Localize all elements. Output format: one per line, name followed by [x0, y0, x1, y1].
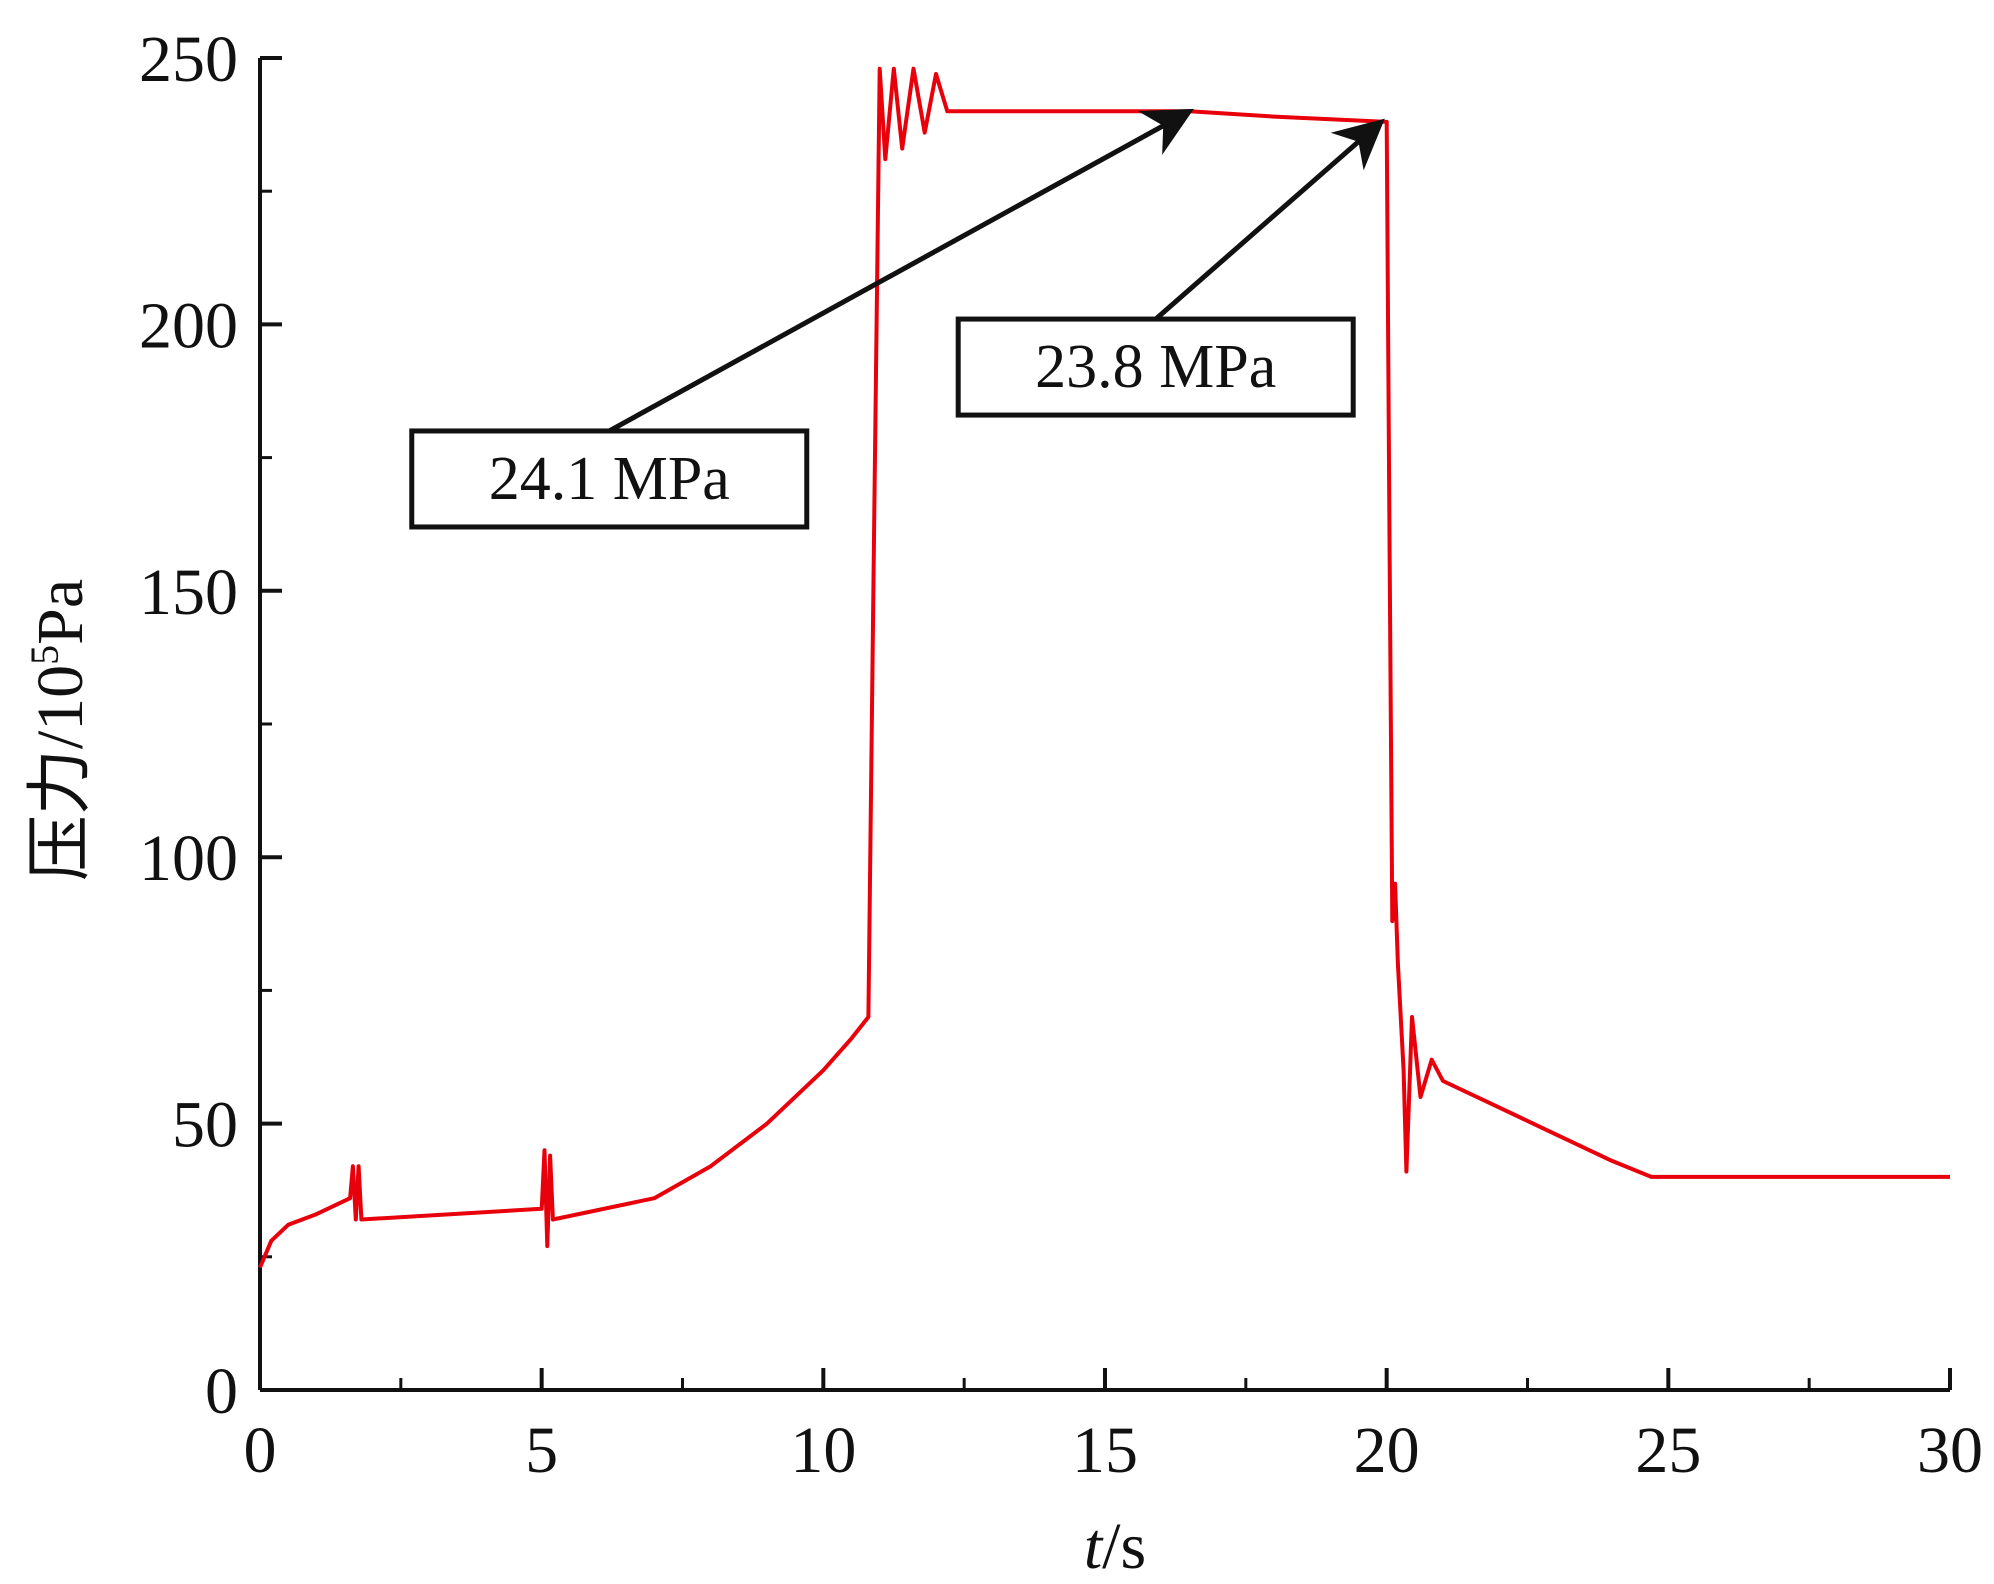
ticks: 0 5 10 15 20 25 30 0 50 100 150 200 250	[139, 23, 1983, 1487]
pressure-series-line-0	[258, 66, 1950, 1269]
y-tick-label: 150	[139, 556, 238, 629]
x-tick-label: 15	[1072, 1414, 1138, 1487]
x-tick-label: 30	[1917, 1414, 1983, 1487]
y-tick-label: 200	[139, 289, 238, 362]
annotation-label: 24.1 MPa	[489, 445, 730, 513]
y-axis-label: 压力/105Pa	[21, 579, 98, 881]
y-tick-label: 250	[139, 23, 238, 96]
annotation-label: 23.8 MPa	[1035, 333, 1276, 401]
y-axis-quantity: 压力	[21, 749, 98, 881]
x-tick-label: 20	[1354, 1414, 1420, 1487]
y-tick-label: 0	[205, 1355, 238, 1428]
annotation-box	[955, 316, 1356, 418]
x-tick-label: 5	[525, 1414, 558, 1487]
x-axis-unit: /s	[1102, 1510, 1146, 1583]
series-layer	[258, 66, 1950, 1269]
y-tick-label: 100	[139, 822, 238, 895]
annotation-1: 23.8 MPa	[955, 118, 1385, 418]
x-tick-label: 10	[790, 1414, 856, 1487]
annotation-arrow	[1154, 118, 1385, 321]
y-axis-unit-exponent: 5	[22, 645, 67, 665]
y-axis-unit-tail: Pa	[24, 579, 97, 645]
x-tick-label: 0	[244, 1414, 277, 1487]
x-axis-label: t/s	[1084, 1510, 1146, 1583]
y-tick-label: 50	[172, 1089, 238, 1162]
axes	[258, 58, 1950, 1392]
x-tick-label: 25	[1635, 1414, 1701, 1487]
annotation-0: 24.1 MPa	[409, 108, 1194, 530]
x-axis-variable: t	[1084, 1510, 1104, 1583]
y-axis-unit-base: /10	[24, 665, 97, 749]
annotations: 24.1 MPa 23.8 MPa	[409, 108, 1385, 530]
annotation-box	[409, 428, 810, 530]
annotation-arrow	[608, 108, 1194, 434]
